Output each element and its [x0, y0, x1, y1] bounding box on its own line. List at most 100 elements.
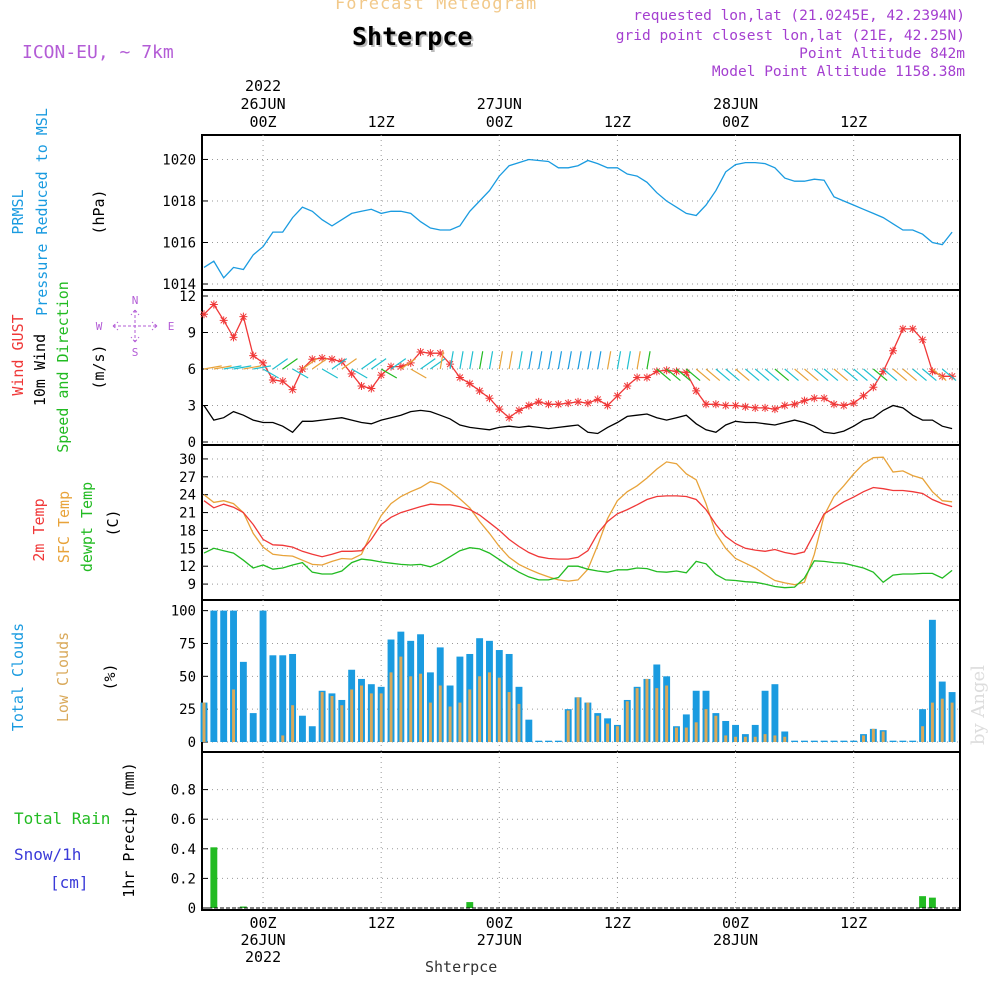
top-time-label: 12Z — [368, 113, 395, 131]
gust-marker — [751, 403, 760, 412]
total-cloud-bar — [279, 655, 287, 742]
gust-marker — [879, 367, 888, 376]
low-cloud-bar — [763, 734, 767, 742]
temp-unit-label: (C) — [104, 509, 122, 536]
low-cloud-bar — [350, 689, 354, 742]
gust-marker — [583, 399, 592, 408]
wind-speed-direction-label: Speed and Direction — [54, 281, 72, 453]
low-cloud-bar — [704, 709, 708, 742]
snow-label: Snow/1h — [14, 845, 81, 864]
total-cloud-bar — [732, 724, 739, 742]
gust-marker — [731, 401, 740, 410]
top-time-label: 2022 — [245, 77, 281, 95]
total-cloud-bar — [722, 720, 730, 742]
gust-marker — [436, 349, 445, 358]
gust-marker — [682, 368, 691, 377]
top-time-label: 12Z — [604, 113, 631, 131]
wind-direction-arrow — [390, 358, 407, 370]
gust-marker — [229, 333, 238, 342]
wind-direction-arrow — [331, 358, 348, 370]
wind-gust-label: Wind GUST — [9, 314, 27, 395]
gust-marker — [692, 386, 701, 395]
gust-marker — [465, 379, 474, 388]
precip-panel-frame — [201, 751, 961, 911]
wind-direction-arrow — [302, 358, 318, 370]
low-cloud-bar — [694, 722, 698, 742]
wind-direction-arrow — [528, 351, 533, 370]
low-cloud-bar — [291, 705, 295, 742]
total-cloud-bar — [249, 713, 257, 742]
low-cloud-bar — [497, 677, 501, 742]
gust-marker — [820, 394, 829, 403]
total-clouds-label: Total Clouds — [9, 623, 27, 731]
low-cloud-bar — [281, 735, 285, 742]
wind-direction-arrow — [636, 351, 641, 370]
gust-marker — [357, 382, 366, 391]
wind-direction-arrow — [488, 351, 494, 370]
wind-direction-arrow — [282, 358, 298, 370]
low-cloud-bar — [340, 705, 344, 742]
total-cloud-bar — [889, 740, 897, 742]
wind-direction-arrow — [203, 365, 222, 370]
wind-direction-arrow — [272, 358, 288, 370]
wind-direction-arrow — [262, 368, 279, 379]
gust-marker — [898, 324, 907, 333]
gust-marker — [741, 402, 750, 411]
gust-marker — [416, 347, 425, 356]
low-cloud-bar — [930, 702, 934, 742]
gust-marker — [406, 358, 415, 367]
gust-marker — [839, 401, 848, 410]
top-time-label: 00Z — [722, 113, 749, 131]
gust-marker — [377, 371, 386, 380]
wind-direction-arrow — [370, 358, 387, 370]
wind-direction-arrow — [518, 351, 523, 370]
gust-marker — [869, 383, 878, 392]
gust-marker — [889, 346, 898, 355]
wind-panel-frame — [201, 289, 961, 446]
bottom-time-label: 27JUN — [477, 931, 522, 949]
clouds-ytick-label: 0 — [188, 735, 196, 751]
low-cloud-bar — [379, 693, 383, 742]
pressure-panel-frame — [201, 134, 961, 291]
wind-direction-arrow — [941, 368, 957, 382]
gust-marker — [327, 355, 336, 364]
gust-marker — [829, 400, 838, 409]
gust-marker — [780, 401, 789, 410]
gust-marker — [721, 401, 730, 410]
wind-direction-arrow — [863, 368, 878, 382]
wind-direction-arrow — [616, 351, 622, 370]
wind-direction-arrow — [233, 365, 252, 370]
total-cloud-bar — [525, 719, 533, 742]
total-cloud-bar — [692, 690, 700, 742]
low-cloud-bar — [330, 696, 334, 742]
gust-marker — [308, 355, 317, 364]
bottom-time-label: 28JUN — [713, 931, 758, 949]
wind-ytick-label: 6 — [188, 362, 196, 378]
bottom-time-label: 00Z — [250, 914, 277, 932]
rain-bar — [466, 902, 474, 908]
total-cloud-bar — [456, 656, 464, 742]
gust-marker — [593, 395, 602, 404]
wind-direction-arrow — [449, 351, 454, 370]
gust-marker — [209, 300, 218, 309]
total-cloud-bar — [230, 610, 237, 742]
bottom-time-label: 2022 — [245, 948, 281, 966]
gust-marker — [800, 396, 809, 405]
gust-marker — [642, 373, 651, 382]
total-cloud-bar — [820, 740, 828, 742]
pressure-ytick-label: 1016 — [162, 235, 196, 251]
wind-direction-arrow — [666, 368, 681, 382]
wind-direction-arrow — [735, 368, 750, 382]
wind-direction-arrow — [922, 368, 937, 382]
low-cloud-bar — [360, 685, 363, 742]
wind-direction-arrow — [892, 368, 908, 382]
total-cloud-bar — [919, 709, 927, 742]
wind-direction-arrow — [813, 368, 829, 382]
gust-marker — [219, 316, 228, 325]
total-cloud-bar — [210, 610, 218, 742]
precip-ytick-label: 0 — [188, 901, 196, 917]
wind-direction-arrow — [243, 365, 262, 370]
temperature-ytick-label: 24 — [179, 488, 196, 504]
pressure-ytick-label: 1018 — [162, 194, 196, 210]
